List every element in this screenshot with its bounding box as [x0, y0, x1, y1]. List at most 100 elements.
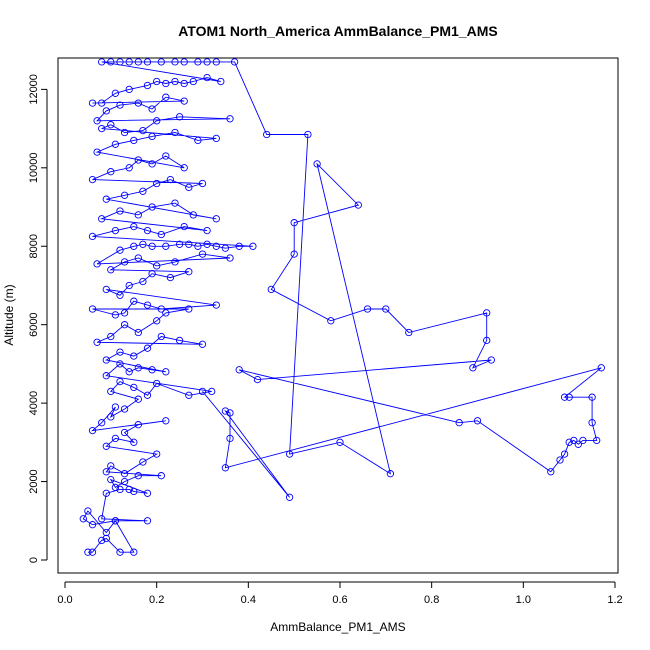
data-point — [134, 254, 142, 262]
data-point — [597, 364, 605, 372]
data-point — [221, 464, 230, 472]
chart-title: ATOM1 North_America AmmBalance_PM1_AMS — [178, 23, 498, 39]
data-point — [139, 277, 147, 286]
y-axis: 0 2000 4000 6000 8000 10000 12000 — [28, 74, 48, 563]
data-point — [235, 366, 243, 374]
data-point — [93, 148, 101, 156]
data-point — [162, 368, 170, 376]
data-point — [162, 79, 170, 88]
data-point — [120, 428, 129, 437]
data-point — [556, 456, 564, 464]
data-point — [125, 368, 133, 376]
data-point — [217, 77, 225, 86]
data-point — [313, 160, 321, 168]
data-point — [134, 421, 142, 429]
x-tick-label: 1.2 — [607, 594, 622, 606]
data-point — [198, 340, 207, 348]
data-point — [565, 393, 573, 401]
data-point — [185, 183, 193, 192]
data-point — [212, 58, 220, 66]
x-tick-label: 0.6 — [332, 594, 347, 606]
data-point — [143, 301, 152, 309]
data-point — [125, 85, 133, 94]
data-point — [134, 328, 142, 337]
data-point — [226, 115, 234, 123]
data-point — [180, 97, 188, 105]
data-point — [107, 168, 115, 176]
y-tick-label: 0 — [28, 557, 40, 563]
data-point — [579, 436, 587, 445]
data-point — [363, 305, 372, 313]
data-point — [230, 58, 239, 66]
data-point — [98, 215, 106, 223]
data-point — [120, 128, 129, 137]
data-point — [198, 387, 207, 396]
data-point — [98, 419, 106, 427]
data-point — [171, 77, 179, 86]
data-point — [84, 507, 92, 515]
data-point — [93, 260, 101, 268]
data-point — [588, 419, 596, 427]
data-point — [469, 364, 477, 372]
data-point — [290, 250, 298, 258]
data-point — [84, 548, 92, 556]
data-point — [148, 242, 156, 250]
data-point — [98, 99, 106, 107]
data-point — [88, 175, 97, 184]
data-point — [102, 356, 110, 364]
data-point — [162, 417, 170, 425]
data-point — [88, 548, 97, 556]
data-point — [130, 297, 138, 305]
data-point — [130, 548, 138, 556]
data-point — [574, 440, 582, 448]
data-point — [166, 273, 175, 282]
data-point — [134, 99, 142, 107]
data-point — [157, 305, 165, 313]
data-point — [130, 352, 138, 360]
data-point — [153, 77, 161, 86]
data-point — [185, 305, 193, 313]
data-point — [157, 332, 165, 341]
data-point — [171, 258, 179, 266]
data-point — [153, 262, 161, 270]
data-point — [116, 207, 124, 215]
data-point — [79, 515, 87, 523]
data-point — [120, 258, 129, 266]
data-point — [130, 222, 138, 231]
data-point — [143, 226, 152, 235]
data-point — [98, 536, 106, 545]
data-point — [102, 468, 110, 476]
data-point — [157, 472, 165, 480]
y-tick-label: 10000 — [28, 153, 40, 184]
data-point — [180, 58, 188, 66]
y-tick-label: 4000 — [28, 391, 40, 415]
data-point — [194, 136, 202, 145]
data-point — [253, 375, 262, 384]
data-point — [120, 309, 129, 317]
data-point — [111, 403, 120, 411]
data-point — [116, 548, 124, 556]
data-point — [290, 219, 298, 227]
data-point — [203, 226, 211, 235]
data-point — [88, 521, 97, 529]
data-point — [148, 132, 156, 141]
y-axis-label: Altitude (m) — [2, 284, 16, 345]
data-point — [125, 281, 133, 290]
data-point — [175, 336, 184, 345]
data-point — [148, 366, 156, 374]
data-point — [98, 124, 106, 133]
x-tick-label: 1.0 — [516, 594, 531, 606]
data-point — [120, 477, 129, 486]
data-point — [588, 393, 596, 401]
data-point — [107, 332, 115, 341]
data-point — [134, 472, 142, 480]
data-point — [185, 391, 193, 399]
data-point — [171, 199, 179, 207]
data-point — [212, 134, 220, 143]
data-point — [203, 240, 211, 248]
data-point — [143, 344, 152, 352]
x-axis: 0.0 0.2 0.4 0.6 0.8 1.0 1.2 — [57, 581, 623, 606]
data-point — [185, 240, 193, 248]
data-point — [102, 285, 110, 294]
